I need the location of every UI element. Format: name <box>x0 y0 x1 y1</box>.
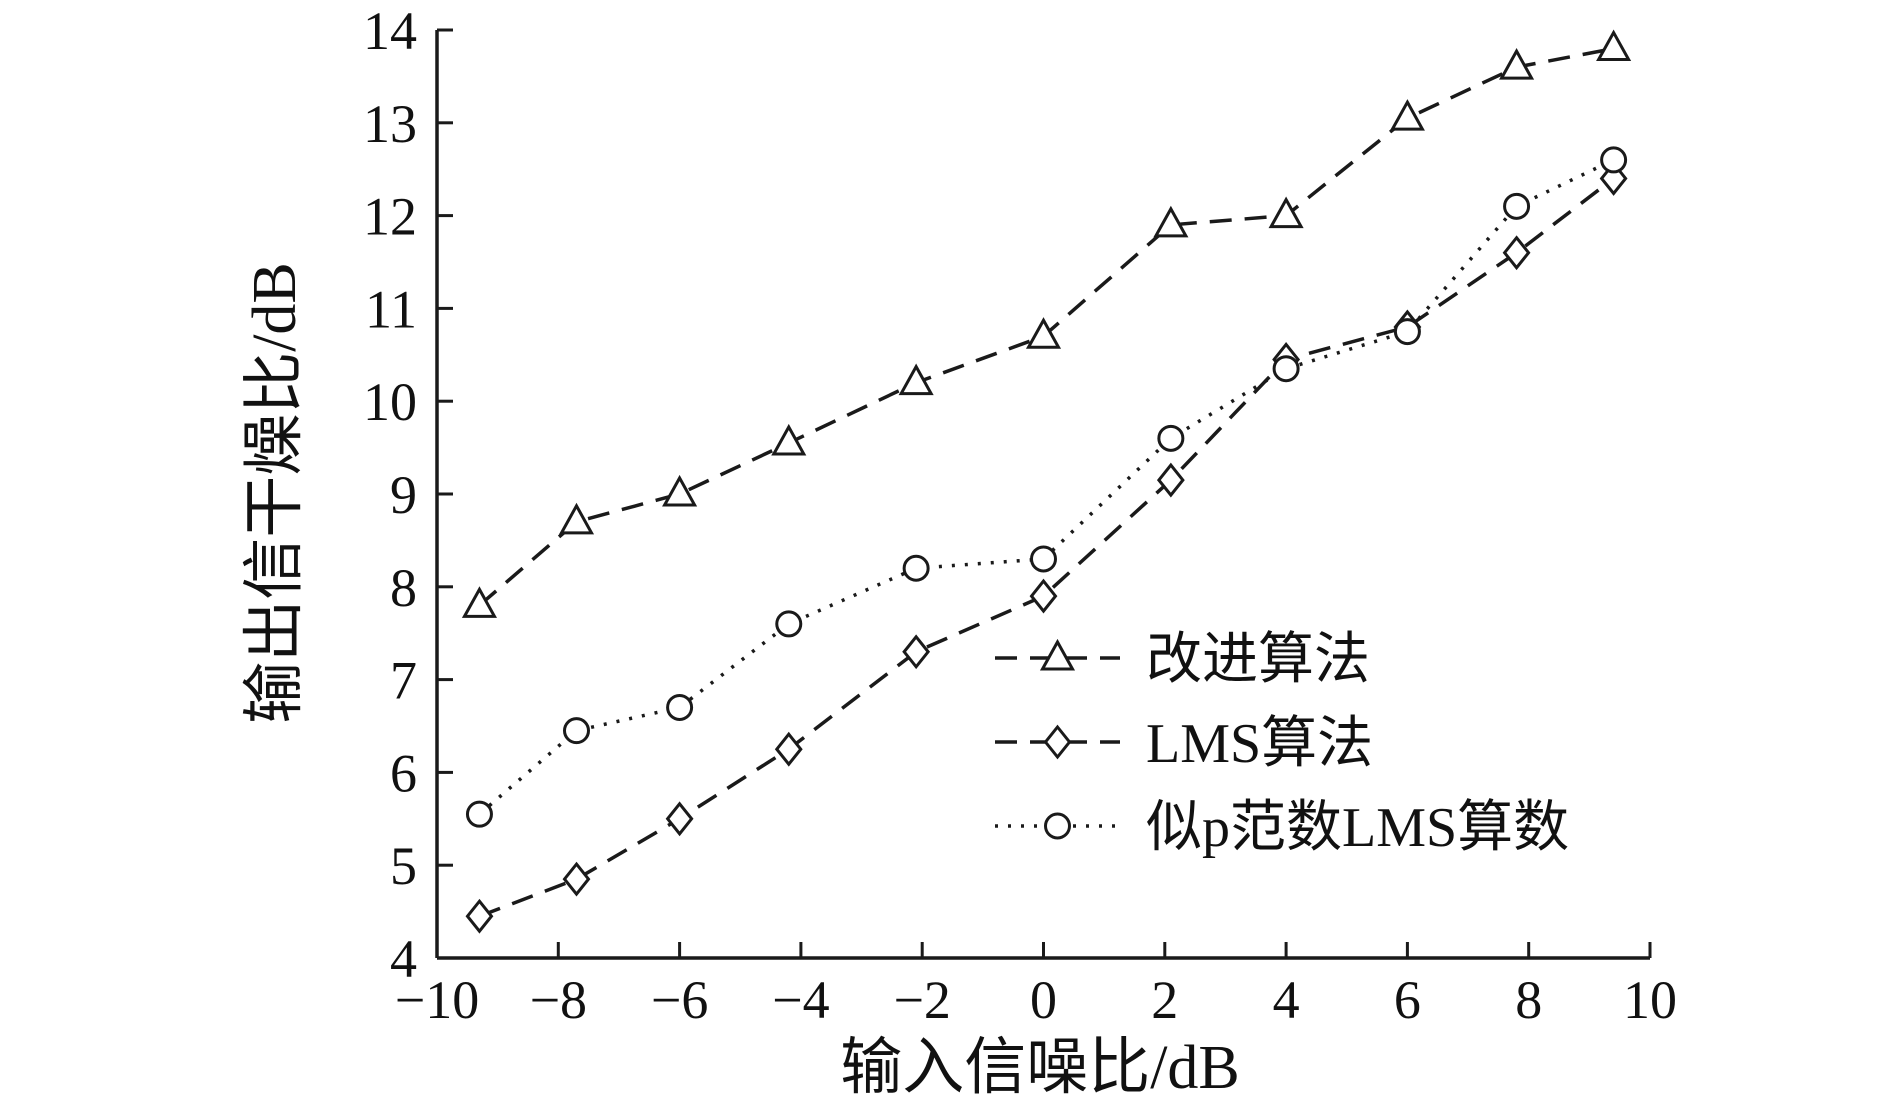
triangle-marker <box>1499 48 1535 80</box>
triangle-marker <box>1039 638 1076 671</box>
x-tick-label: 4 <box>1273 970 1300 1030</box>
diamond-marker <box>1502 235 1531 271</box>
series-line <box>478 158 1615 816</box>
y-tick-label: 6 <box>390 743 417 803</box>
circle-marker <box>1393 318 1421 346</box>
triangle-marker <box>558 502 595 535</box>
x-axis-title: 输入信噪比/dB <box>840 1034 1240 1102</box>
circle-marker <box>1044 812 1071 840</box>
circle-marker <box>1272 355 1300 383</box>
triangle-marker <box>662 474 698 507</box>
legend-entry: 似p范数LMS算数 <box>995 797 1569 859</box>
y-tick-label: 4 <box>390 929 417 989</box>
x-tick-label: 0 <box>1030 970 1057 1030</box>
diamond-marker <box>1156 462 1185 498</box>
circle-marker <box>775 610 803 638</box>
x-tick-label: −4 <box>772 970 829 1030</box>
diamond-marker <box>665 801 694 837</box>
circle-marker <box>1600 146 1628 174</box>
x-tick-label: 2 <box>1151 970 1178 1030</box>
circle-marker <box>666 693 694 721</box>
triangle-marker <box>461 586 498 618</box>
x-tick-label: 8 <box>1515 970 1542 1030</box>
circle-marker <box>1157 424 1185 452</box>
triangle-marker <box>1025 317 1062 349</box>
triangle-marker <box>1153 205 1189 238</box>
x-tick-label: −10 <box>395 970 479 1030</box>
x-tick-label: −8 <box>530 970 587 1030</box>
legend-label: 改进算法 <box>1146 629 1370 691</box>
triangle-marker <box>898 363 934 396</box>
y-tick-label: 9 <box>390 465 417 525</box>
y-tick-label: 13 <box>363 94 417 154</box>
diamond-marker <box>465 898 494 934</box>
legend-entry: 改进算法 <box>995 629 1370 691</box>
diamond-marker <box>1043 724 1072 760</box>
circle-marker <box>1503 192 1531 220</box>
circle-marker <box>902 554 930 582</box>
diamond-marker <box>562 861 591 897</box>
legend-label: LMS算法 <box>1146 713 1373 775</box>
y-tick-label: 7 <box>390 651 417 711</box>
legend-entry: LMS算法 <box>995 713 1373 775</box>
circle-marker <box>562 717 590 745</box>
legend-label: 似p范数LMS算数 <box>1146 797 1569 859</box>
y-tick-label: 10 <box>363 372 417 432</box>
x-tick-label: 10 <box>1623 970 1677 1030</box>
x-tick-label: −2 <box>893 970 950 1030</box>
y-tick-label: 12 <box>363 187 417 247</box>
diamond-marker <box>902 634 931 670</box>
plot-area: −10 −8 −6 −4 −2 0 2 4 6 8 10 4 5 6 7 8 9 10 11 12 13 14 <box>363 1 1677 1030</box>
y-axis-title: 输出信干燥比/dB <box>241 262 309 724</box>
y-tick-label: 11 <box>365 279 417 339</box>
diamond-marker <box>774 731 803 767</box>
triangle-marker <box>1389 99 1425 131</box>
triangle-marker <box>1268 196 1304 229</box>
series-line <box>478 177 1615 918</box>
y-tick-label: 5 <box>390 836 417 896</box>
x-tick-label: −6 <box>651 970 708 1030</box>
circle-marker <box>465 800 493 828</box>
y-tick-label: 8 <box>390 558 417 618</box>
triangle-marker <box>771 423 807 456</box>
triangle-marker <box>1596 29 1632 62</box>
y-tick-label: 14 <box>363 1 417 61</box>
x-tick-label: 6 <box>1394 970 1421 1030</box>
diamond-marker <box>1029 578 1058 614</box>
circle-marker <box>1030 545 1057 573</box>
